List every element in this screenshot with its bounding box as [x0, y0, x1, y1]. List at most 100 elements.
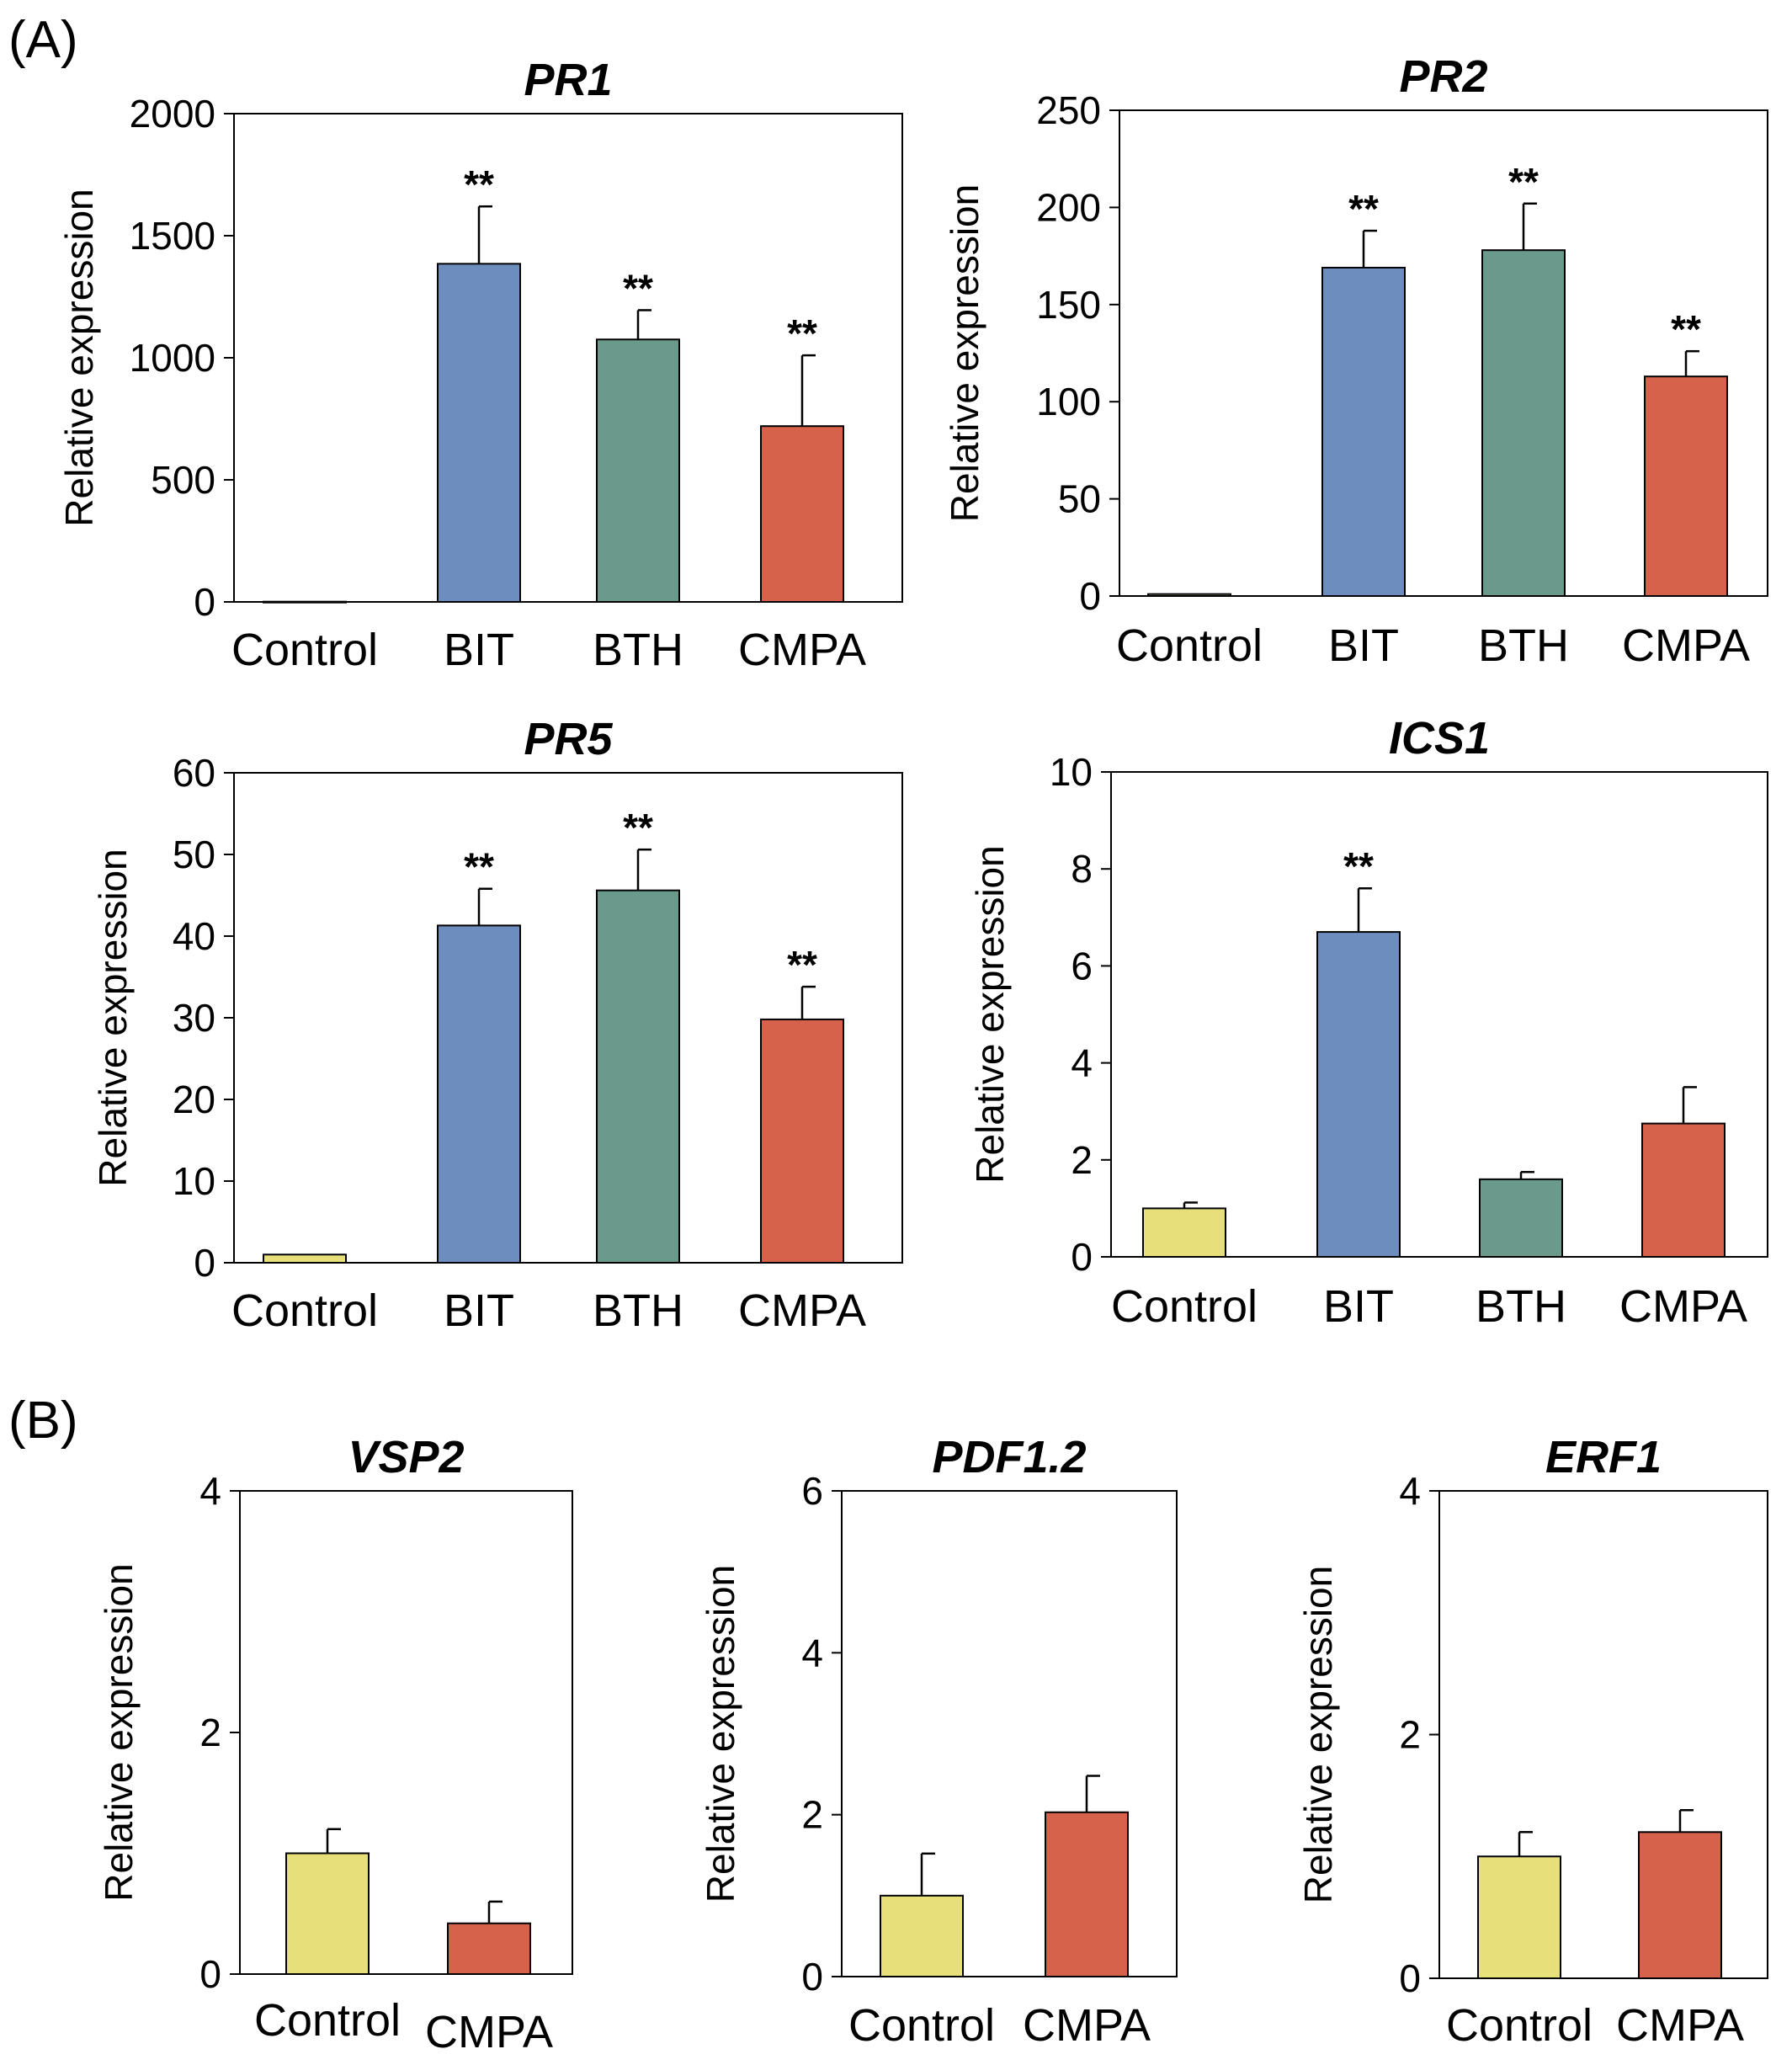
y-tick-label: 2	[1071, 1138, 1093, 1182]
category-label-cmpa: CMPA	[1616, 2000, 1744, 2051]
chart-title: PR5	[524, 714, 613, 764]
significance-marker: **	[1348, 187, 1379, 231]
category-label-control: Control	[1111, 1281, 1258, 1332]
y-axis-label: Relative expression	[943, 184, 986, 522]
y-axis-label: Relative expression	[97, 1563, 141, 1901]
bar-control	[285, 1852, 370, 1975]
y-tick-label: 6	[1071, 944, 1093, 987]
y-tick-label: 4	[1399, 1469, 1421, 1513]
category-label-control: Control	[1116, 620, 1263, 671]
category-label-control: Control	[231, 1285, 378, 1336]
chart-vsp2: VSP2 0 2 4 Relative expression Control CMPA	[97, 1432, 573, 2057]
y-tick-label: 0	[1071, 1235, 1093, 1279]
category-label-cmpa: CMPA	[1023, 2000, 1151, 2051]
y-tick-label: 0	[194, 580, 215, 624]
category-label-control: Control	[254, 1995, 401, 2046]
y-tick-label: 40	[173, 914, 215, 958]
y-tick-label: 60	[173, 751, 215, 795]
y-tick-label: 2	[801, 1793, 823, 1837]
y-tick-label: 4	[801, 1631, 823, 1674]
chart-title: PDF1.2	[932, 1432, 1086, 1482]
panel-label-a: (A)	[8, 11, 78, 69]
bar-bth	[596, 338, 680, 603]
category-label-bth: BTH	[1478, 620, 1569, 671]
category-label-bit: BIT	[1328, 620, 1399, 671]
y-tick-label: 0	[199, 1952, 221, 1996]
significance-marker: **	[1343, 844, 1374, 888]
y-tick-label: 0	[1399, 1956, 1421, 2000]
category-label-control: Control	[848, 2000, 995, 2051]
significance-marker: **	[623, 266, 653, 310]
bar-cmpa	[760, 425, 844, 604]
bar-cmpa	[1644, 375, 1728, 597]
category-label-bit: BIT	[1323, 1281, 1394, 1332]
bar-cmpa	[1045, 1811, 1129, 1978]
chart-ics1: ICS1 0 2 4 6 8 10 Relative expression Control ** B…	[968, 713, 1768, 1332]
significance-marker: **	[464, 845, 494, 889]
category-label-bit: BIT	[444, 1285, 514, 1336]
bar-cmpa	[447, 1922, 531, 1975]
y-tick-label: 4	[199, 1469, 221, 1513]
chart-pr5: PR5 0 10 20 30 40 50 60 Relative expression Contr…	[91, 714, 903, 1336]
y-tick-label: 0	[194, 1241, 215, 1285]
y-axis-label: Relative expression	[57, 189, 101, 526]
y-tick-label: 8	[1071, 847, 1093, 891]
chart-title: VSP2	[348, 1432, 464, 1482]
y-tick-label: 1500	[130, 214, 215, 258]
y-tick-label: 250	[1036, 88, 1101, 132]
significance-marker: **	[464, 162, 494, 206]
category-label-cmpa: CMPA	[425, 2007, 553, 2057]
chart-title: PR2	[1399, 51, 1487, 102]
y-axis-label: Relative expression	[91, 849, 135, 1186]
y-tick-label: 2	[199, 1711, 221, 1754]
y-tick-label: 1000	[130, 336, 215, 380]
bar-bit	[437, 924, 521, 1264]
chart-pr2: PR2 0 50 100 150 200 250 Relative expression Con…	[943, 51, 1768, 671]
bar-bth	[596, 889, 680, 1264]
y-tick-label: 2	[1399, 1713, 1421, 1757]
y-tick-label: 2000	[130, 92, 215, 136]
category-label-bth: BTH	[593, 1285, 683, 1336]
y-axis-label: Relative expression	[968, 845, 1012, 1183]
bar-bit	[437, 263, 521, 603]
bar-bit	[1316, 931, 1401, 1258]
y-tick-label: 0	[1079, 574, 1101, 618]
chart-title: ICS1	[1389, 713, 1490, 764]
bar-bth	[1481, 249, 1566, 597]
significance-marker: **	[787, 943, 817, 987]
bar-control	[880, 1894, 964, 1977]
bar-cmpa	[760, 1018, 844, 1264]
significance-marker: **	[1671, 307, 1701, 351]
y-tick-label: 500	[151, 458, 215, 502]
bar-control	[263, 600, 347, 604]
category-label-cmpa: CMPA	[738, 625, 866, 675]
category-label-bit: BIT	[444, 625, 514, 675]
category-label-control: Control	[1446, 2000, 1593, 2051]
y-tick-label: 6	[801, 1469, 823, 1513]
category-label-cmpa: CMPA	[738, 1285, 866, 1336]
y-tick-label: 100	[1036, 380, 1101, 423]
y-tick-label: 50	[173, 833, 215, 876]
y-tick-label: 150	[1036, 283, 1101, 327]
bar-bth	[1479, 1178, 1563, 1258]
category-label-cmpa: CMPA	[1619, 1281, 1747, 1332]
y-tick-label: 50	[1058, 477, 1101, 521]
bar-cmpa	[1638, 1831, 1722, 1980]
significance-marker: **	[787, 311, 817, 355]
bar-bit	[1321, 266, 1406, 597]
chart-erf1: ERF1 0 2 4 Relative expression Control CMPA	[1296, 1432, 1768, 2051]
category-label-bth: BTH	[1476, 1281, 1566, 1332]
chart-pr1: PR1 0 500 1000 1500 2000 Relative expression Co…	[57, 55, 903, 675]
significance-marker: **	[1508, 160, 1539, 204]
y-tick-label: 4	[1071, 1041, 1093, 1085]
chart-title: ERF1	[1545, 1432, 1662, 1482]
bar-control	[263, 1253, 347, 1264]
y-tick-label: 200	[1036, 185, 1101, 229]
plot-frame	[1119, 109, 1768, 597]
category-label-control: Control	[231, 625, 378, 675]
panel-label-b: (B)	[8, 1392, 78, 1450]
y-tick-label: 0	[801, 1955, 823, 1998]
y-tick-label: 10	[1050, 750, 1093, 794]
y-tick-label: 30	[173, 996, 215, 1040]
bar-cmpa	[1641, 1122, 1726, 1258]
